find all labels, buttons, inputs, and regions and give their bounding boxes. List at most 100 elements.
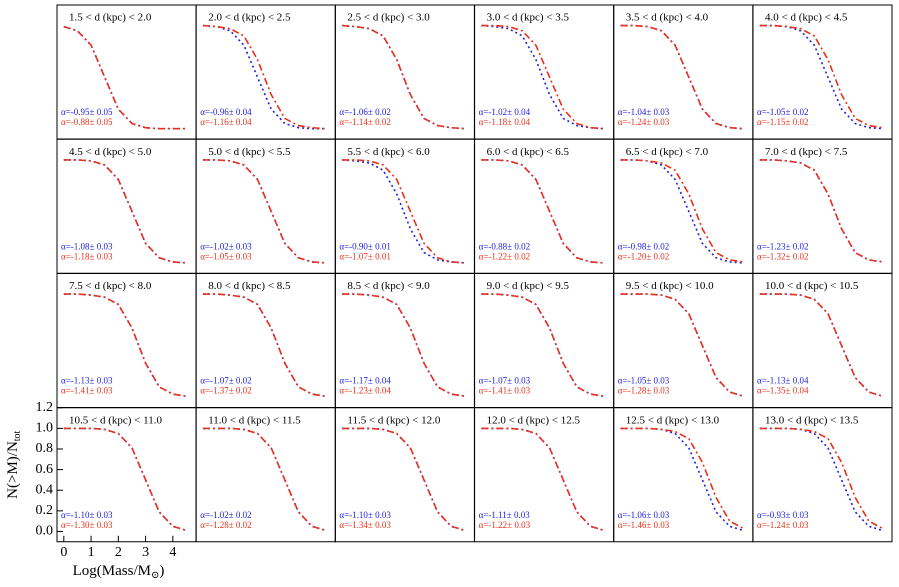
y-tick-label: 0.2 xyxy=(36,503,54,518)
alpha-label: α=-1.35± 0.04 xyxy=(757,386,809,396)
y-tick-label: 0.6 xyxy=(36,462,54,477)
alpha-label: α=-0.90± 0.01 xyxy=(339,241,390,251)
series-line xyxy=(481,427,605,532)
series-line xyxy=(342,427,466,532)
series-line xyxy=(481,159,605,264)
panel-title: 2.0 < d (kpc) < 2.5 xyxy=(208,12,291,24)
series-line xyxy=(63,427,187,532)
series-line xyxy=(759,427,883,530)
panel-title: 9.0 < d (kpc) < 9.5 xyxy=(487,280,570,292)
panel-title: 5.0 < d (kpc) < 5.5 xyxy=(208,146,291,158)
panel-title: 11.5 < d (kpc) < 12.0 xyxy=(347,414,440,426)
alpha-label: α=-0.88± 0.02 xyxy=(479,241,530,251)
alpha-label: α=-1.06± 0.03 xyxy=(618,510,670,520)
alpha-label: α=-1.23± 0.04 xyxy=(339,386,391,396)
alpha-label: α=-1.28± 0.03 xyxy=(618,386,670,396)
series-line xyxy=(481,24,605,130)
alpha-label: α=-1.11± 0.03 xyxy=(479,510,531,520)
alpha-label: α=-1.02± 0.04 xyxy=(479,107,531,117)
x-tick-label: 3 xyxy=(142,545,149,560)
alpha-label: α=-1.28± 0.02 xyxy=(200,520,251,530)
alpha-label: α=-1.13± 0.04 xyxy=(757,376,809,386)
alpha-label: α=-1.10± 0.03 xyxy=(339,510,391,520)
x-axis-label: Log(Mass/M⊙) xyxy=(73,563,165,581)
series-line xyxy=(203,159,326,264)
alpha-label: α=-1.34± 0.03 xyxy=(339,520,391,530)
series-line xyxy=(620,293,744,397)
series-line xyxy=(620,159,744,263)
panel-title: 2.5 < d (kpc) < 3.0 xyxy=(347,12,430,24)
alpha-label: α=-1.24± 0.03 xyxy=(757,520,809,530)
panel-frame xyxy=(752,407,893,543)
x-axis-label-tail: ) xyxy=(159,563,164,579)
alpha-label: α=-1.07± 0.03 xyxy=(479,376,531,386)
alpha-label: α=-1.05± 0.02 xyxy=(757,107,808,117)
series-line xyxy=(481,24,605,130)
y-axis-label-sub: tot xyxy=(12,430,23,441)
alpha-label: α=-1.41± 0.03 xyxy=(61,386,113,396)
alpha-label: α=-1.18± 0.03 xyxy=(61,251,113,261)
alpha-label: α=-1.18± 0.04 xyxy=(479,117,531,127)
panel-title: 7.5 < d (kpc) < 8.0 xyxy=(69,280,152,292)
series-line xyxy=(342,293,466,397)
panel-title: 3.5 < d (kpc) < 4.0 xyxy=(626,12,709,24)
panel-title: 7.0 < d (kpc) < 7.5 xyxy=(765,146,848,158)
alpha-label: α=-1.37± 0.02 xyxy=(200,386,251,396)
x-axis-label-sub: ⊙ xyxy=(151,570,159,581)
y-tick-label: 0.4 xyxy=(36,482,54,497)
series-line xyxy=(202,24,326,130)
series-line xyxy=(203,427,326,532)
y-axis-label-text: N(>M)/N xyxy=(5,441,21,499)
series-line xyxy=(759,293,883,397)
alpha-label: α=-0.93± 0.03 xyxy=(757,510,809,520)
alpha-label: α=-1.16± 0.04 xyxy=(200,117,252,127)
series-line xyxy=(759,159,883,263)
alpha-label: α=-0.88± 0.05 xyxy=(61,117,113,127)
alpha-label: α=-1.17± 0.04 xyxy=(339,376,391,386)
series-line xyxy=(481,293,605,397)
alpha-label: α=-1.14± 0.02 xyxy=(339,117,390,127)
panel-title: 10.5 < d (kpc) < 11.0 xyxy=(69,414,162,426)
series-line xyxy=(63,293,187,397)
alpha-label: α=-1.20± 0.02 xyxy=(618,251,669,261)
panel-title: 10.0 < d (kpc) < 10.5 xyxy=(765,280,859,292)
panel-title: 11.0 < d (kpc) < 11.5 xyxy=(208,414,301,426)
alpha-label: α=-1.23± 0.02 xyxy=(757,241,808,251)
alpha-label: α=-1.22± 0.03 xyxy=(479,520,531,530)
series-line xyxy=(203,293,326,397)
alpha-label: α=-1.10± 0.03 xyxy=(61,510,113,520)
series-line xyxy=(342,159,465,264)
alpha-label: α=-1.24± 0.03 xyxy=(618,117,670,127)
alpha-label: α=-1.05± 0.03 xyxy=(618,376,670,386)
alpha-label: α=-0.95± 0.05 xyxy=(61,107,113,117)
x-tick-label: 1 xyxy=(88,545,95,560)
x-tick-label: 4 xyxy=(169,545,176,560)
series-line xyxy=(759,24,883,129)
alpha-label: α=-1.22± 0.02 xyxy=(479,251,530,261)
alpha-label: α=-1.32± 0.02 xyxy=(757,251,808,261)
panel-title: 3.0 < d (kpc) < 3.5 xyxy=(487,12,570,24)
series-line xyxy=(202,24,326,130)
alpha-label: α=-1.06± 0.02 xyxy=(339,107,390,117)
alpha-label: α=-1.30± 0.03 xyxy=(61,520,113,530)
series-line xyxy=(620,24,744,130)
panel-title: 4.0 < d (kpc) < 4.5 xyxy=(765,12,848,24)
panel-title: 1.5 < d (kpc) < 2.0 xyxy=(69,12,152,24)
y-tick-label: 0.0 xyxy=(36,524,54,539)
alpha-label: α=-1.07± 0.02 xyxy=(200,376,251,386)
y-tick-label: 0.8 xyxy=(36,441,54,456)
panel-title: 8.5 < d (kpc) < 9.0 xyxy=(347,280,430,292)
series-line xyxy=(342,159,465,264)
panel-title: 8.0 < d (kpc) < 8.5 xyxy=(208,280,291,292)
alpha-label: α=-1.04± 0.03 xyxy=(618,107,670,117)
alpha-label: α=-1.46± 0.03 xyxy=(618,520,670,530)
panel-title: 6.5 < d (kpc) < 7.0 xyxy=(626,146,709,158)
alpha-label: α=-1.41± 0.03 xyxy=(479,386,531,396)
alpha-label: α=-0.96± 0.04 xyxy=(200,107,252,117)
panel-title: 9.5 < d (kpc) < 10.0 xyxy=(626,280,714,292)
panel-title: 5.5 < d (kpc) < 6.0 xyxy=(347,146,430,158)
alpha-label: α=-1.15± 0.02 xyxy=(757,117,808,127)
series-line xyxy=(342,24,465,130)
